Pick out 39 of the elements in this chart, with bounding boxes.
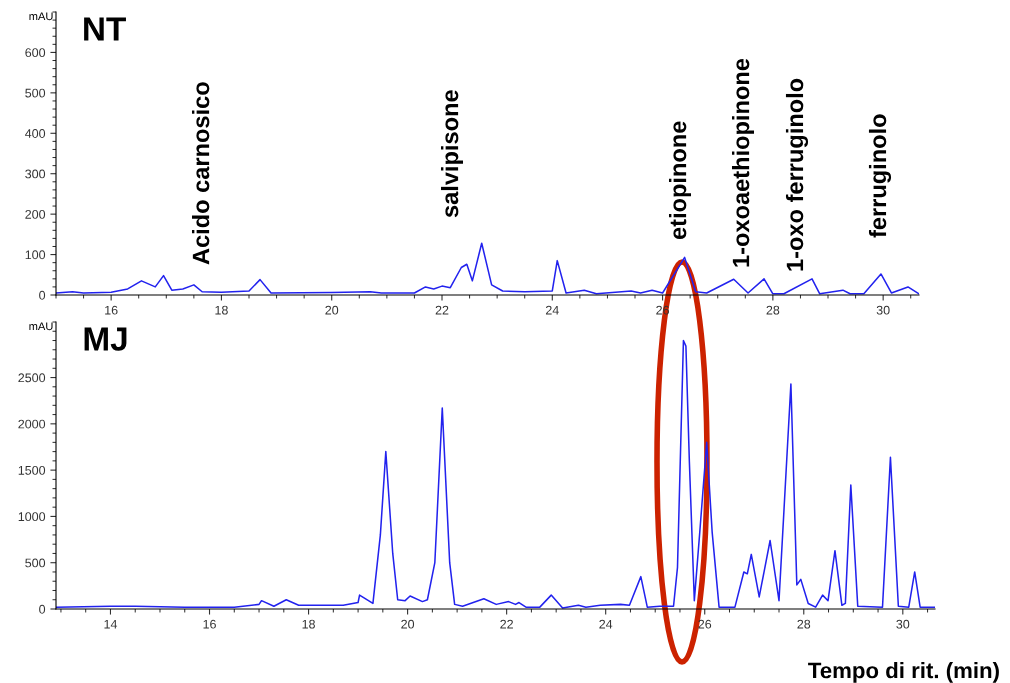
chart-title: NT bbox=[84, 17, 126, 41]
y-tick-label: 100 bbox=[25, 250, 46, 260]
y-tick-label: 500 bbox=[25, 88, 46, 98]
x-tick-label: 16 bbox=[203, 619, 216, 629]
y-axis-title: mAU bbox=[29, 322, 53, 331]
y-tick-label: 1500 bbox=[18, 465, 46, 475]
chart-title: MJ bbox=[84, 327, 127, 351]
annotation: ferruginolo bbox=[868, 114, 892, 238]
y-tick-label: 1000 bbox=[18, 512, 46, 522]
annotation: Acido carnosico bbox=[192, 82, 210, 265]
x-axis-title: Tempo di rit. (min) bbox=[808, 662, 999, 683]
y-tick-label: 2000 bbox=[18, 419, 46, 429]
x-tick-label: 30 bbox=[876, 305, 890, 315]
x-tick-label: 14 bbox=[104, 619, 118, 629]
annotation: 1-oxo ferruginolo bbox=[785, 78, 809, 271]
x-tick-label: 18 bbox=[302, 619, 315, 629]
y-tick-label: 600 bbox=[25, 48, 46, 58]
x-tick-label: 24 bbox=[545, 305, 559, 315]
x-tick-label: 20 bbox=[401, 619, 415, 629]
x-tick-label: 22 bbox=[500, 619, 513, 629]
x-tick-label: 18 bbox=[215, 305, 228, 315]
y-tick-label: 0 bbox=[39, 604, 46, 614]
annotation: etiopinone bbox=[668, 121, 691, 240]
annotation: salvipisone bbox=[440, 90, 463, 218]
y-tick-label: 500 bbox=[25, 558, 46, 568]
x-tick-label: 20 bbox=[325, 305, 339, 315]
y-tick-label: 0 bbox=[39, 290, 46, 300]
x-tick-label: 28 bbox=[797, 619, 811, 629]
y-tick-label: 2500 bbox=[18, 373, 46, 383]
y-tick-label: 200 bbox=[25, 209, 46, 219]
y-tick-label: 400 bbox=[25, 129, 46, 138]
x-tick-label: 16 bbox=[105, 305, 118, 315]
annotation: 1-oxoaethiopinone bbox=[731, 58, 755, 267]
y-axis-title: mAU bbox=[29, 12, 53, 21]
y-tick-label: 300 bbox=[25, 169, 46, 179]
x-tick-label: 28 bbox=[766, 305, 780, 315]
x-tick-label: 24 bbox=[599, 619, 613, 629]
x-tick-label: 22 bbox=[435, 305, 449, 315]
x-tick-label: 30 bbox=[896, 619, 910, 629]
